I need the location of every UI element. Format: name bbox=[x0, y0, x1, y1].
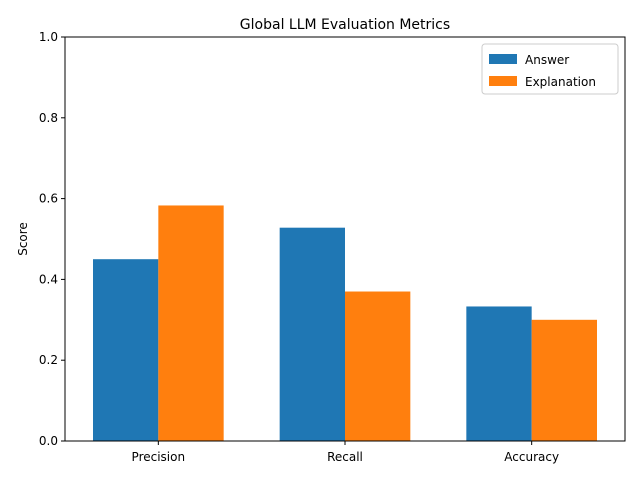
chart-title: Global LLM Evaluation Metrics bbox=[240, 17, 450, 33]
y-tick-label: 0.6 bbox=[39, 192, 58, 206]
legend-label-explanation: Explanation bbox=[525, 75, 596, 89]
y-tick-label: 0.8 bbox=[39, 111, 58, 125]
y-tick-label: 1.0 bbox=[39, 30, 58, 44]
bar-answer-accuracy bbox=[466, 306, 532, 441]
bar-answer-precision bbox=[93, 259, 159, 441]
legend-label-answer: Answer bbox=[525, 53, 569, 67]
legend-swatch-answer bbox=[489, 54, 517, 64]
x-tick-label-precision: Precision bbox=[132, 450, 186, 464]
y-ticks: 0.0 0.2 0.4 0.6 0.8 1.0 bbox=[39, 30, 65, 448]
x-tick-label-recall: Recall bbox=[327, 450, 363, 464]
legend-swatch-explanation bbox=[489, 76, 517, 86]
bars-layer bbox=[93, 205, 597, 441]
x-ticks: Precision Recall Accuracy bbox=[132, 441, 559, 464]
plot-frame bbox=[64, 36, 626, 442]
y-tick-label: 0.4 bbox=[39, 272, 58, 286]
y-tick-label: 0.0 bbox=[39, 434, 58, 448]
bar-answer-recall bbox=[279, 227, 345, 441]
y-tick-label: 0.2 bbox=[39, 353, 58, 367]
legend: Answer Explanation bbox=[481, 43, 619, 95]
bar-explanation-precision bbox=[158, 205, 224, 441]
x-tick-label-accuracy: Accuracy bbox=[504, 450, 559, 464]
bar-explanation-recall bbox=[345, 291, 411, 441]
bar-explanation-accuracy bbox=[531, 319, 597, 441]
y-axis-label: Score bbox=[16, 222, 30, 256]
